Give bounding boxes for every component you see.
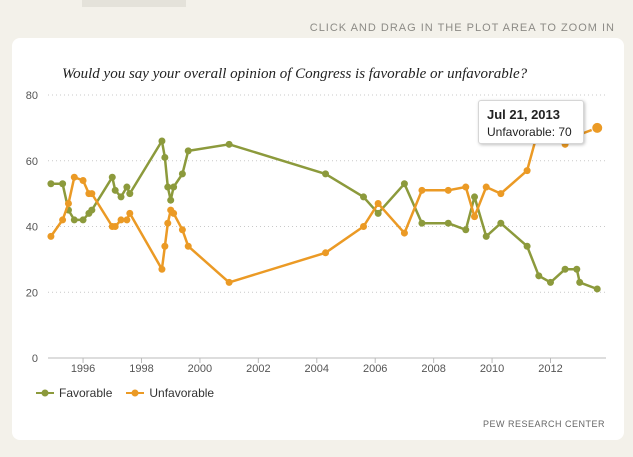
unfavorable-point [123,216,131,224]
x-tick-label: 2010 [480,363,504,375]
unfavorable-point [400,229,408,237]
favorable-point [573,265,581,273]
x-tick-label: 2004 [305,363,329,375]
favorable-point [418,219,426,227]
unfavorable-point [117,216,125,224]
unfavorable-point [88,190,96,198]
favorable-point [170,183,178,191]
unfavorable-point [360,223,368,230]
y-tick-label: 20 [26,287,38,299]
favorable-point [161,153,169,161]
unfavorable-point [64,199,72,207]
favorable-point [184,147,192,155]
unfavorable-point [418,186,426,194]
favorable-point [576,278,584,286]
favorable-point [497,219,505,227]
x-tick-label: 2006 [363,363,387,375]
x-tick-label: 1996 [71,363,95,375]
legend-item-unfavorable[interactable]: Unfavorable [126,386,214,400]
favorable-point [123,183,131,191]
unfavorable-point [462,183,470,191]
favorable-point [111,186,119,194]
tooltip-date: Jul 21, 2013 [487,107,560,122]
source-credit: PEW RESEARCH CENTER [482,419,605,429]
unfavorable-point [178,226,186,234]
unfavorable-point [79,176,87,184]
favorable-point [462,226,470,234]
favorable-point [482,232,490,240]
unfavorable-point [47,232,55,240]
x-tick-label: 2012 [538,363,562,375]
unfavorable-point [497,190,505,198]
favorable-point [322,170,330,178]
unfavorable-point [471,213,479,221]
unfavorable-highlighted-point [591,121,604,134]
favorable-point [117,193,125,201]
unfavorable-line [49,126,598,284]
y-tick-label: 0 [32,353,38,365]
favorable-point [444,219,452,227]
unfavorable-point [184,242,192,250]
favorable-point [70,216,78,224]
unfavorable-point [523,167,531,175]
unfavorable-point [374,199,382,207]
tooltip: Jul 21, 2013 Unfavorable: 70 [478,100,584,144]
unfavorable-point [170,209,178,217]
legend-label-favorable: Favorable [59,386,113,400]
zoom-hint: CLICK AND DRAG IN THE PLOT AREA TO ZOOM … [309,22,615,34]
favorable-point [59,180,67,188]
favorable-point [374,209,382,217]
legend: Favorable Unfavorable [36,386,228,400]
favorable-point [88,206,96,214]
unfavorable-point [322,249,330,257]
x-tick-label: 2000 [188,363,212,375]
legend-item-favorable[interactable]: Favorable [36,386,112,400]
favorable-point [593,285,601,293]
y-tick-label: 80 [26,90,38,102]
favorable-point [225,140,233,148]
favorable-point [164,183,172,191]
tooltip-value: Unfavorable: 70 [487,125,572,139]
y-tick-label: 60 [26,156,38,168]
favorable-point [79,216,87,224]
favorable-legend-symbol [36,389,54,397]
favorable-point [178,170,186,178]
unfavorable-legend-symbol [126,389,145,397]
favorable-point [535,272,543,280]
unfavorable-point [225,278,233,286]
x-tick-label: 1998 [129,363,153,375]
unfavorable-point [164,219,172,227]
unfavorable-point [70,173,78,181]
top-decor-bar [82,0,186,7]
favorable-point [561,265,569,273]
favorable-point [158,137,166,145]
unfavorable-point [59,216,67,224]
y-tick-label: 40 [26,222,38,234]
favorable-point [167,196,175,204]
unfavorable-point [444,186,452,194]
legend-label-unfavorable: Unfavorable [149,386,215,400]
favorable-point [108,173,116,181]
unfavorable-point [126,209,134,217]
favorable-point [360,193,368,201]
unfavorable-point [482,183,490,191]
chart-title: Would you say your overall opinion of Co… [62,66,528,82]
x-tick-label: 2002 [246,363,270,375]
unfavorable-point [111,223,119,230]
unfavorable-point [161,242,169,250]
favorable-point [471,193,479,201]
unfavorable-point [158,265,166,273]
favorable-point [400,180,408,188]
favorable-point [523,242,531,250]
favorable-point [546,278,554,286]
favorable-point [126,190,134,198]
x-tick-label: 2008 [421,363,445,375]
favorable-point [47,180,55,188]
